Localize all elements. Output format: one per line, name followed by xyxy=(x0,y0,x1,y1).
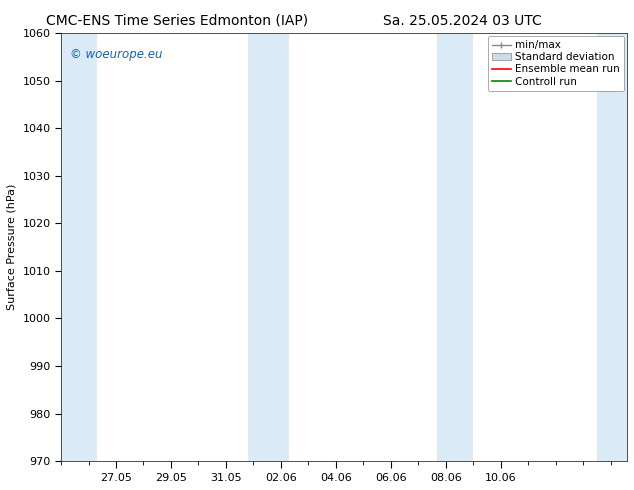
Bar xyxy=(61,33,97,461)
Bar xyxy=(437,33,473,461)
Y-axis label: Surface Pressure (hPa): Surface Pressure (hPa) xyxy=(7,184,17,310)
Text: CMC-ENS Time Series Edmonton (IAP): CMC-ENS Time Series Edmonton (IAP) xyxy=(46,14,309,28)
Text: © woeurope.eu: © woeurope.eu xyxy=(70,48,162,61)
Text: Sa. 25.05.2024 03 UTC: Sa. 25.05.2024 03 UTC xyxy=(384,14,542,28)
Bar xyxy=(597,33,627,461)
Title: CMC-ENS Time Series Edmonton (IAP)     Sa. 25.05.2024 03 UTC: CMC-ENS Time Series Edmonton (IAP) Sa. 2… xyxy=(0,489,1,490)
Legend: min/max, Standard deviation, Ensemble mean run, Controll run: min/max, Standard deviation, Ensemble me… xyxy=(488,36,624,91)
Bar xyxy=(248,33,289,461)
